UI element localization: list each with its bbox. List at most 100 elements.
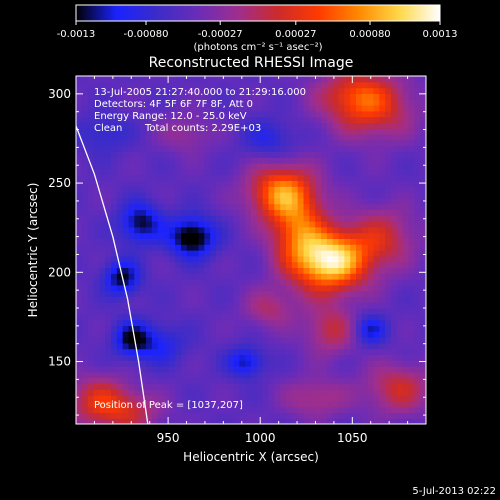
- heatmap-cell: [76, 197, 83, 205]
- heatmap-cell: [239, 174, 246, 181]
- heatmap-cell: [128, 134, 135, 141]
- heatmap-cell: [181, 180, 188, 187]
- heatmap-cell: [181, 128, 188, 135]
- heatmap-cell: [186, 139, 194, 147]
- heatmap-cell: [151, 319, 159, 326]
- heatmap-cell: [315, 151, 322, 158]
- heatmap-cell: [332, 371, 340, 379]
- heatmap-cell: [274, 302, 281, 309]
- heatmap-cell: [391, 255, 398, 263]
- x-tick-label: 1050: [337, 431, 368, 445]
- heatmap-cell: [385, 331, 392, 338]
- heatmap-cell: [297, 331, 305, 338]
- heatmap-cell: [146, 197, 153, 205]
- heatmap-cell: [186, 354, 194, 361]
- heatmap-cell: [367, 360, 375, 367]
- heatmap-cell: [76, 371, 83, 379]
- heatmap-cell: [99, 99, 106, 106]
- heatmap-cell: [169, 93, 176, 100]
- heatmap-cell: [163, 244, 170, 251]
- heatmap-cell: [391, 151, 398, 158]
- heatmap-cell: [268, 105, 275, 112]
- heatmap-cell: [105, 383, 112, 390]
- heatmap-cell: [87, 244, 95, 251]
- heatmap-cell: [116, 221, 124, 228]
- heatmap-cell: [373, 197, 380, 205]
- heatmap-cell: [204, 93, 211, 100]
- heatmap-cell: [280, 250, 287, 257]
- heatmap-cell: [274, 87, 281, 94]
- heatmap-cell: [140, 168, 147, 176]
- heatmap-cell: [111, 151, 118, 158]
- heatmap-cell: [198, 145, 205, 152]
- heatmap-cell: [332, 273, 340, 280]
- heatmap-cell: [309, 238, 316, 245]
- heatmap-cell: [251, 261, 258, 268]
- heatmap-cell: [76, 383, 83, 390]
- heatmap-cell: [286, 325, 293, 332]
- heatmap-cell: [134, 215, 141, 222]
- heatmap-cell: [87, 186, 95, 193]
- heatmap-cell: [396, 151, 404, 158]
- heatmap-cell: [233, 400, 240, 408]
- heatmap-cell: [122, 186, 130, 193]
- heatmap-cell: [105, 348, 112, 355]
- heatmap-cell: [186, 296, 194, 303]
- heatmap-cell: [373, 209, 380, 216]
- heatmap-cell: [379, 116, 386, 123]
- heatmap-cell: [163, 186, 170, 193]
- heatmap-cell: [81, 238, 89, 245]
- heatmap-cell: [181, 273, 188, 280]
- heatmap-cell: [111, 290, 118, 297]
- heatmap-cell: [122, 337, 130, 344]
- heatmap-cell: [175, 279, 182, 286]
- heatmap-cell: [396, 145, 404, 152]
- heatmap-cell: [93, 290, 100, 297]
- heatmap-cell: [157, 406, 165, 413]
- heatmap-cell: [227, 366, 235, 373]
- heatmap-cell: [122, 87, 130, 94]
- heatmap-cell: [105, 122, 112, 129]
- heatmap-cell: [169, 331, 176, 338]
- heatmap-cell: [291, 93, 299, 100]
- heatmap-cell: [157, 383, 165, 390]
- annotation-energy-range: Energy Range: 12.0 - 25.0 keV: [94, 111, 247, 122]
- heatmap-cell: [116, 134, 124, 141]
- heatmap-cell: [181, 134, 188, 141]
- heatmap-cell: [391, 145, 398, 152]
- heatmap-cell: [303, 267, 310, 274]
- heatmap-cell: [315, 174, 322, 181]
- heatmap-cell: [385, 383, 392, 390]
- heatmap-cell: [321, 342, 328, 350]
- heatmap-cell: [122, 244, 130, 251]
- heatmap-cell: [385, 319, 392, 326]
- heatmap-cell: [116, 395, 124, 402]
- heatmap-cell: [262, 284, 270, 292]
- heatmap-cell: [309, 354, 316, 361]
- heatmap-cell: [309, 81, 316, 89]
- heatmap-cell: [204, 186, 211, 193]
- heatmap-cell: [99, 134, 106, 141]
- heatmap-cell: [169, 267, 176, 274]
- heatmap-cell: [350, 203, 357, 210]
- heatmap-cell: [151, 284, 159, 292]
- heatmap-cell: [163, 302, 170, 309]
- heatmap-cell: [157, 105, 165, 112]
- heatmap-cell: [245, 325, 252, 332]
- heatmap-cell: [76, 418, 83, 424]
- heatmap-cell: [81, 267, 89, 274]
- heatmap-cell: [157, 284, 165, 292]
- heatmap-cell: [140, 296, 147, 303]
- heatmap-cell: [321, 273, 328, 280]
- heatmap-cell: [420, 412, 426, 419]
- heatmap-cell: [291, 76, 299, 83]
- heatmap-cell: [227, 273, 235, 280]
- heatmap-cell: [233, 250, 240, 257]
- heatmap-cell: [402, 354, 410, 361]
- heatmap-cell: [116, 192, 124, 199]
- heatmap-cell: [227, 122, 235, 129]
- heatmap-cell: [210, 325, 217, 332]
- heatmap-cell: [356, 377, 363, 384]
- heatmap-cell: [297, 186, 305, 193]
- heatmap-cell: [326, 383, 334, 390]
